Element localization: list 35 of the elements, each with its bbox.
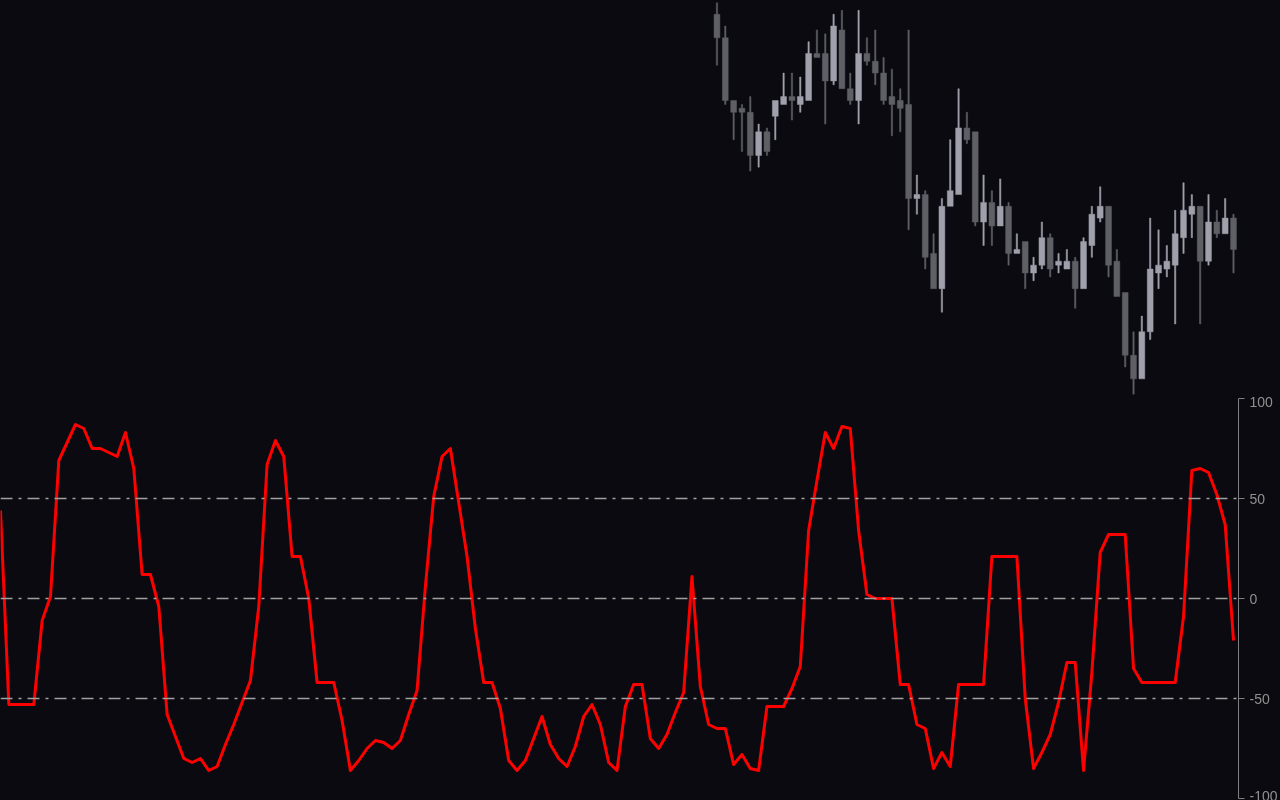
candlestick	[872, 29, 879, 86]
candlestick	[1005, 202, 1012, 266]
candlestick	[988, 190, 996, 246]
candlestick	[913, 174, 921, 215]
candlestick	[997, 178, 1004, 227]
candlestick	[1213, 210, 1221, 238]
candlestick	[980, 174, 987, 246]
candlestick	[1072, 257, 1079, 309]
y-tick-label: 100	[1249, 393, 1274, 410]
candlestick	[1138, 315, 1146, 380]
candlestick	[1030, 257, 1037, 282]
candlestick	[863, 37, 871, 66]
candlestick	[972, 131, 979, 227]
candlestick	[763, 127, 771, 156]
candlestick	[1022, 241, 1029, 289]
candlestick	[1222, 198, 1229, 235]
candlestick	[1047, 233, 1054, 278]
y-tick-label: -100	[1249, 787, 1278, 800]
candlestick	[938, 198, 946, 313]
candlestick	[1197, 206, 1204, 325]
candlestick	[830, 14, 837, 86]
candlestick	[747, 96, 754, 172]
y-tick-label: -50	[1249, 690, 1270, 707]
candlestick	[1230, 213, 1237, 274]
candlestick	[963, 112, 971, 144]
y-tick-label: 0	[1249, 590, 1258, 607]
candlestick	[1097, 186, 1104, 223]
candlestick	[855, 10, 862, 125]
candlestick	[1038, 221, 1046, 270]
candlestick	[1013, 233, 1021, 254]
candlestick	[755, 123, 762, 168]
line-series	[0, 423, 1235, 772]
y-tick-label: 50	[1249, 490, 1266, 507]
candlestick	[1205, 194, 1212, 266]
candlestick	[788, 72, 796, 121]
